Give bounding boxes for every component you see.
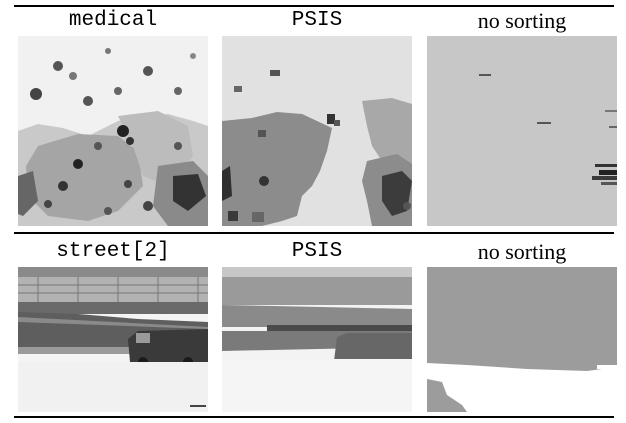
medical-psis-segmentation — [222, 36, 412, 226]
street-original-image — [18, 267, 208, 412]
header-medical: medical — [68, 9, 158, 32]
table-top-rule — [14, 5, 614, 7]
table-bottom-rule — [14, 416, 614, 418]
header-no-sorting-1: no sorting — [477, 8, 567, 33]
medical-no-sorting-segmentation — [427, 36, 617, 226]
medical-original-image — [18, 36, 208, 226]
header-psis-1: PSIS — [291, 9, 343, 32]
street-psis-segmentation — [222, 267, 412, 412]
table-middle-rule — [14, 232, 614, 234]
street-no-sorting-segmentation — [427, 267, 617, 412]
header-street: street[2] — [56, 240, 170, 263]
header-psis-2: PSIS — [291, 240, 343, 263]
header-no-sorting-2: no sorting — [477, 239, 567, 264]
